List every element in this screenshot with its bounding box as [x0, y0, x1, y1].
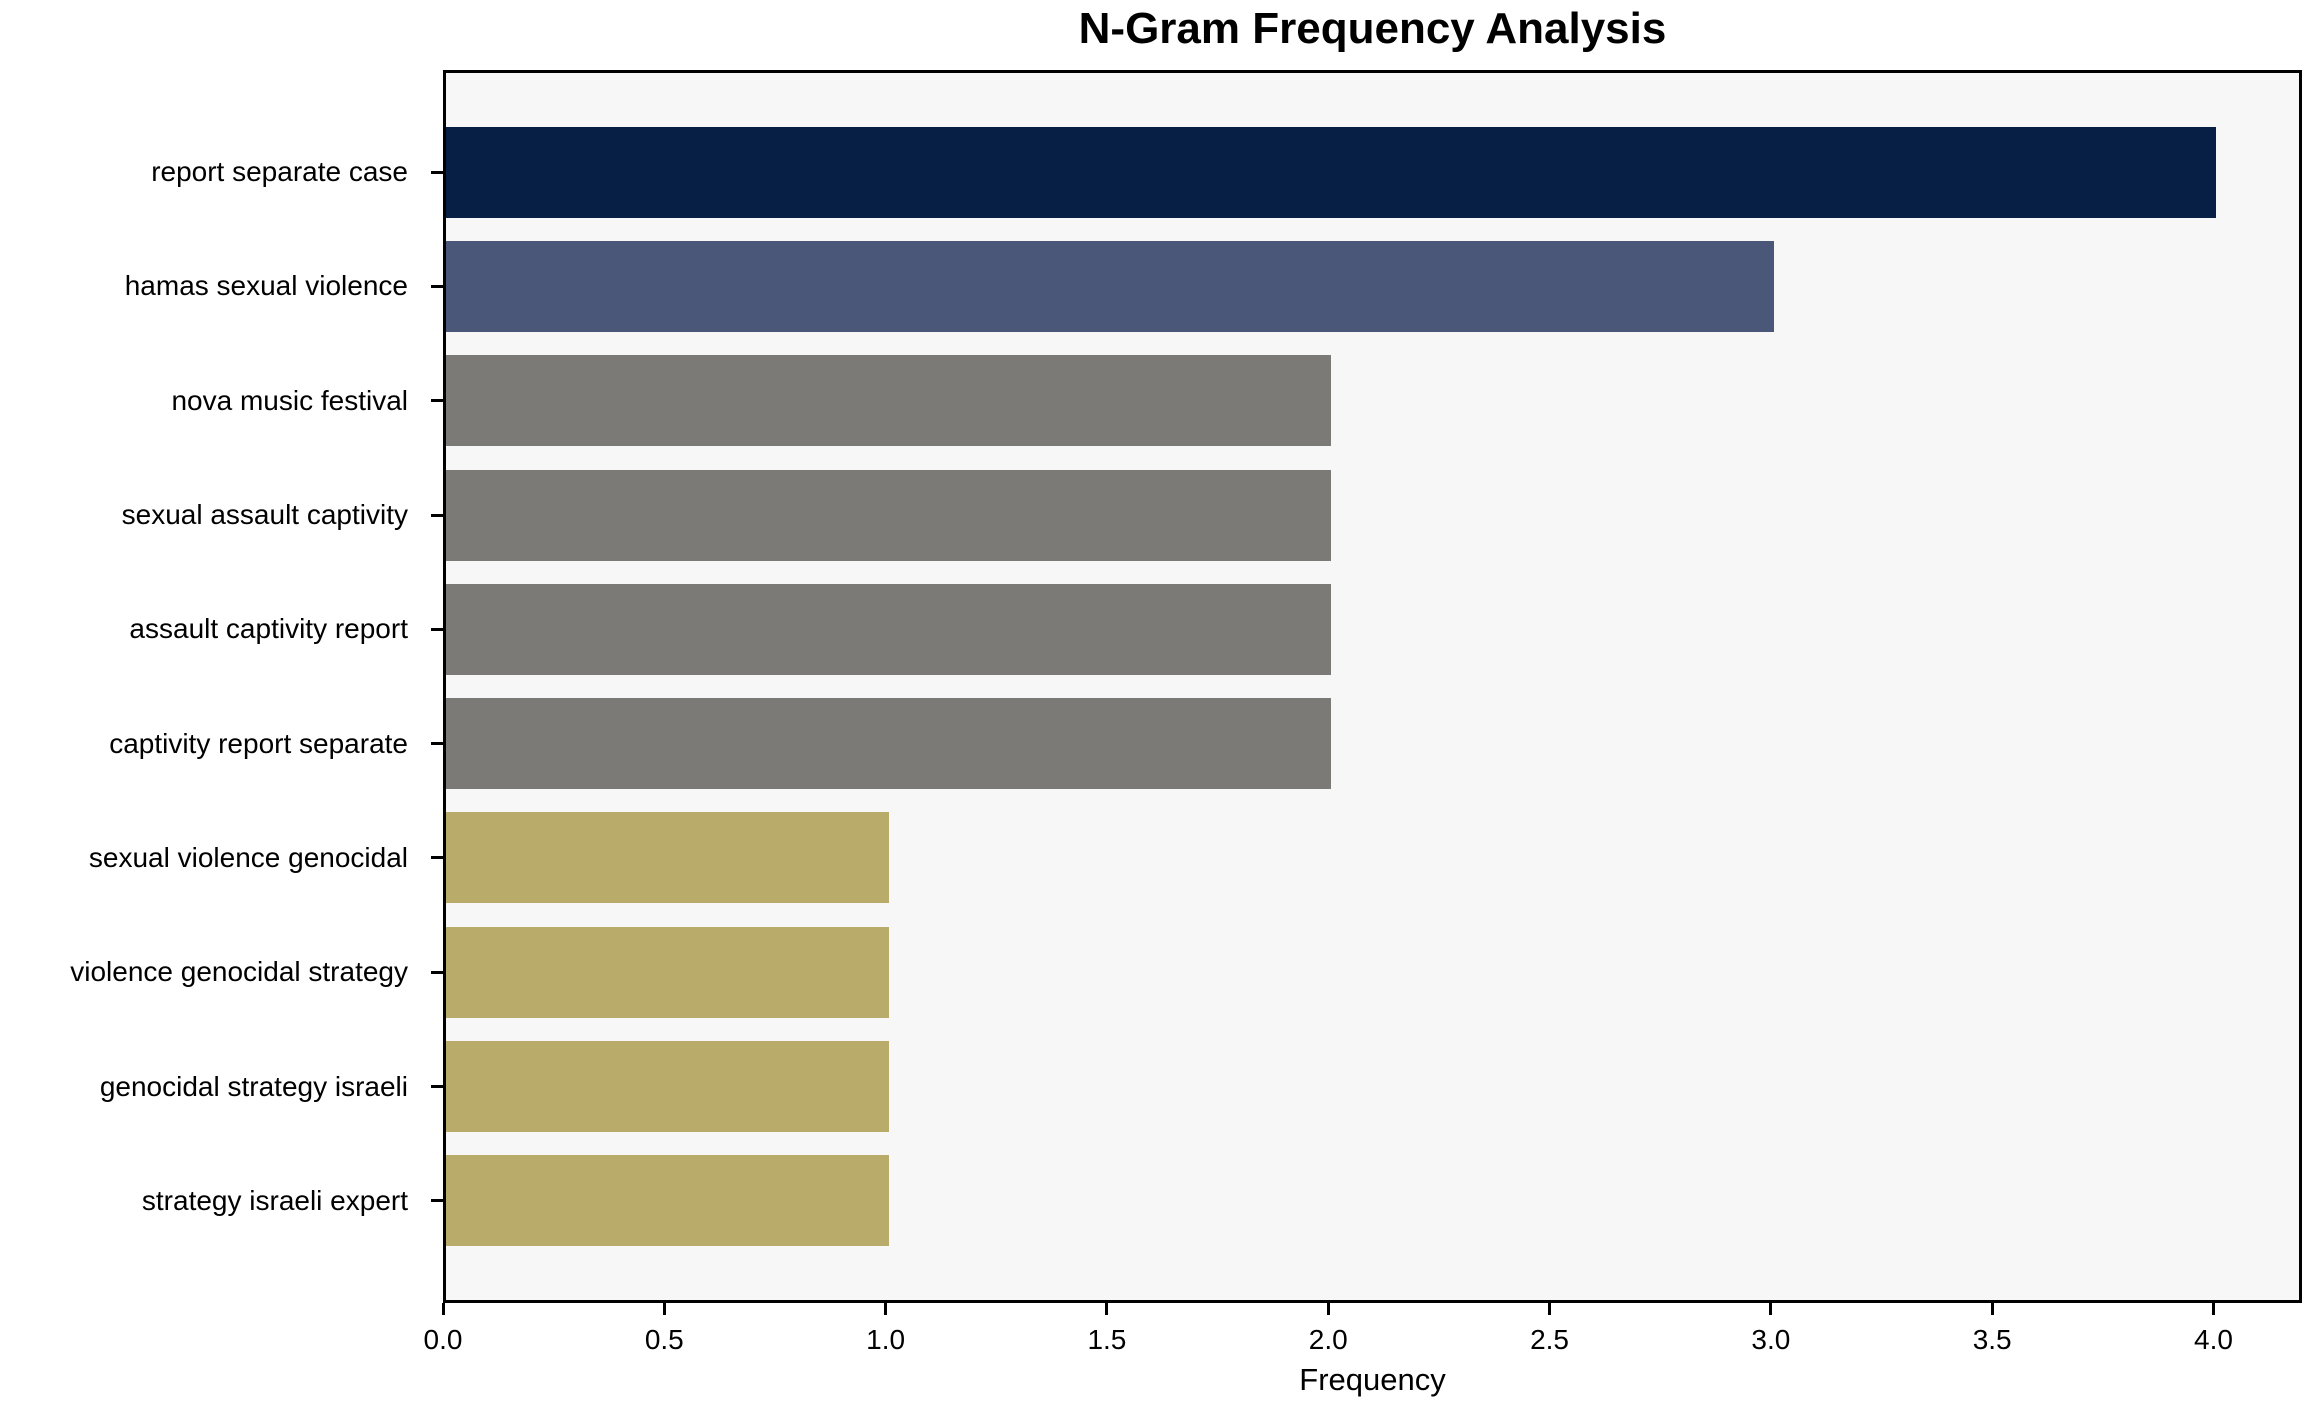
y-tick-label: violence genocidal strategy — [70, 956, 408, 988]
y-tick-mark — [431, 856, 443, 860]
x-tick-mark — [884, 1303, 888, 1315]
bar-strategy-israeli-expert — [446, 1155, 889, 1247]
x-tick-label: 3.0 — [1751, 1324, 1791, 1355]
bar-violence-genocidal-strategy — [446, 926, 889, 1018]
x-tick-label: 2.0 — [1308, 1324, 1348, 1355]
y-tick-mark — [431, 399, 443, 403]
x-tick-label: 0.0 — [423, 1324, 463, 1355]
y-tick-mark — [431, 170, 443, 174]
bar-genocidal-strategy-israeli — [446, 1041, 889, 1133]
y-tick-mark — [431, 284, 443, 288]
bar-hamas-sexual-violence — [446, 240, 1774, 332]
y-tick-mark — [431, 627, 443, 631]
y-tick-label: captivity report separate — [109, 727, 408, 759]
y-tick-mark — [431, 742, 443, 746]
x-axis-label: Frequency — [1299, 1362, 1446, 1397]
bar-sexual-assault-captivity — [446, 469, 1332, 561]
y-tick-label: report separate case — [151, 156, 408, 188]
x-tick-label: 1.0 — [866, 1324, 906, 1355]
x-tick-label: 3.5 — [1972, 1324, 2012, 1355]
y-tick-label: genocidal strategy israeli — [99, 1070, 408, 1102]
plot-area — [443, 70, 2302, 1303]
bar-nova-music-festival — [446, 355, 1332, 447]
y-tick-label: hamas sexual violence — [124, 270, 408, 302]
x-tick-mark — [1769, 1303, 1773, 1315]
x-tick-mark — [441, 1303, 445, 1315]
y-tick-mark — [431, 1085, 443, 1089]
y-tick-mark — [431, 970, 443, 974]
x-tick-label: 4.0 — [2194, 1324, 2233, 1355]
bar-report-separate-case — [446, 126, 2217, 218]
y-tick-label: sexual assault captivity — [121, 499, 408, 531]
y-tick-mark — [431, 513, 443, 517]
y-tick-label: nova music festival — [171, 384, 408, 416]
x-tick-label: 2.5 — [1530, 1324, 1570, 1355]
y-tick-label: strategy israeli expert — [141, 1184, 408, 1216]
x-tick-mark — [1548, 1303, 1552, 1315]
x-tick-label: 1.5 — [1087, 1324, 1127, 1355]
bar-sexual-violence-genocidal — [446, 812, 889, 904]
x-tick-mark — [1326, 1303, 1330, 1315]
x-tick-mark — [662, 1303, 666, 1315]
bar-captivity-report-separate — [446, 698, 1332, 790]
x-tick-mark — [1105, 1303, 1109, 1315]
x-tick-mark — [1990, 1303, 1994, 1315]
y-tick-label: assault captivity report — [129, 613, 408, 645]
y-tick-mark — [431, 1199, 443, 1203]
x-tick-mark — [2211, 1303, 2215, 1315]
bar-assault-captivity-report — [446, 583, 1332, 675]
x-tick-label: 0.5 — [644, 1324, 684, 1355]
y-tick-label: sexual violence genocidal — [88, 841, 408, 873]
chart-title: N-Gram Frequency Analysis — [1078, 4, 1667, 53]
